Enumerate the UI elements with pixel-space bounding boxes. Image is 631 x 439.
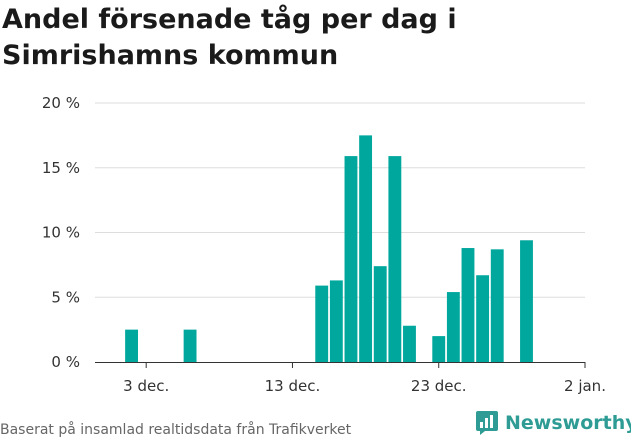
bar <box>125 329 139 362</box>
y-tick-label: 10 % <box>42 224 80 242</box>
y-axis-tick-labels: 0 % 5 % 10 % 15 % 20 % <box>42 94 80 371</box>
x-axis: 3 dec. 13 dec. 23 dec. 2 jan. <box>95 362 606 395</box>
newsworthy-wordmark: Newsworthy <box>505 412 631 434</box>
chart-title-line-2: Simrishamns kommun <box>2 40 339 71</box>
bar <box>461 248 475 362</box>
chart-title-line-1: Andel försenade tåg per dag i <box>2 4 457 35</box>
bar <box>432 336 446 362</box>
bar <box>344 156 358 362</box>
bar <box>520 240 533 362</box>
newsworthy-icon <box>476 411 498 435</box>
bar <box>403 325 416 362</box>
y-tick-label: 0 % <box>51 353 80 371</box>
bar <box>446 292 460 362</box>
x-tick-label: 13 dec. <box>265 377 321 395</box>
bar <box>476 275 490 362</box>
bar <box>373 266 387 362</box>
source-note: Baserat på insamlad realtidsdata från Tr… <box>0 422 352 438</box>
bar <box>183 329 197 362</box>
bars <box>125 135 533 362</box>
bar <box>359 135 373 362</box>
x-tick-label: 3 dec. <box>123 377 169 395</box>
x-tick-label: 23 dec. <box>411 377 467 395</box>
newsworthy-logo[interactable]: Newsworthy <box>475 408 631 438</box>
chart-title: Andel försenade tåg per dag i Simrishamn… <box>2 2 622 74</box>
bar <box>388 156 402 362</box>
gridlines <box>95 102 585 298</box>
y-tick-label: 20 % <box>42 94 80 112</box>
x-tick-label: 2 jan. <box>564 377 606 395</box>
bar <box>490 249 504 362</box>
bar <box>315 285 329 362</box>
y-tick-label: 5 % <box>51 288 80 306</box>
y-tick-label: 15 % <box>42 159 80 177</box>
bar <box>329 280 343 362</box>
